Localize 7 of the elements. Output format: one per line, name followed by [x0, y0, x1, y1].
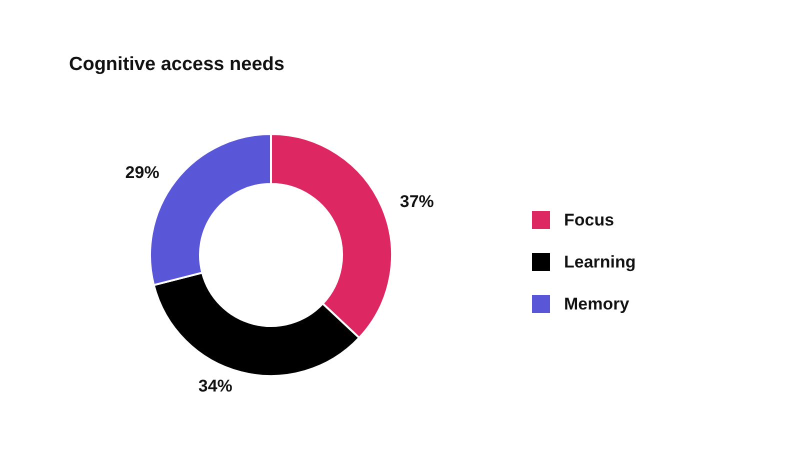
legend-label: Memory: [564, 294, 630, 314]
data-label: 34%: [198, 376, 232, 396]
data-label: 29%: [125, 162, 160, 182]
chart-title: Cognitive access needs: [69, 54, 284, 75]
data-label: 37%: [400, 192, 434, 211]
legend-label: Focus: [564, 210, 614, 230]
legend-label: Learning: [564, 252, 636, 272]
